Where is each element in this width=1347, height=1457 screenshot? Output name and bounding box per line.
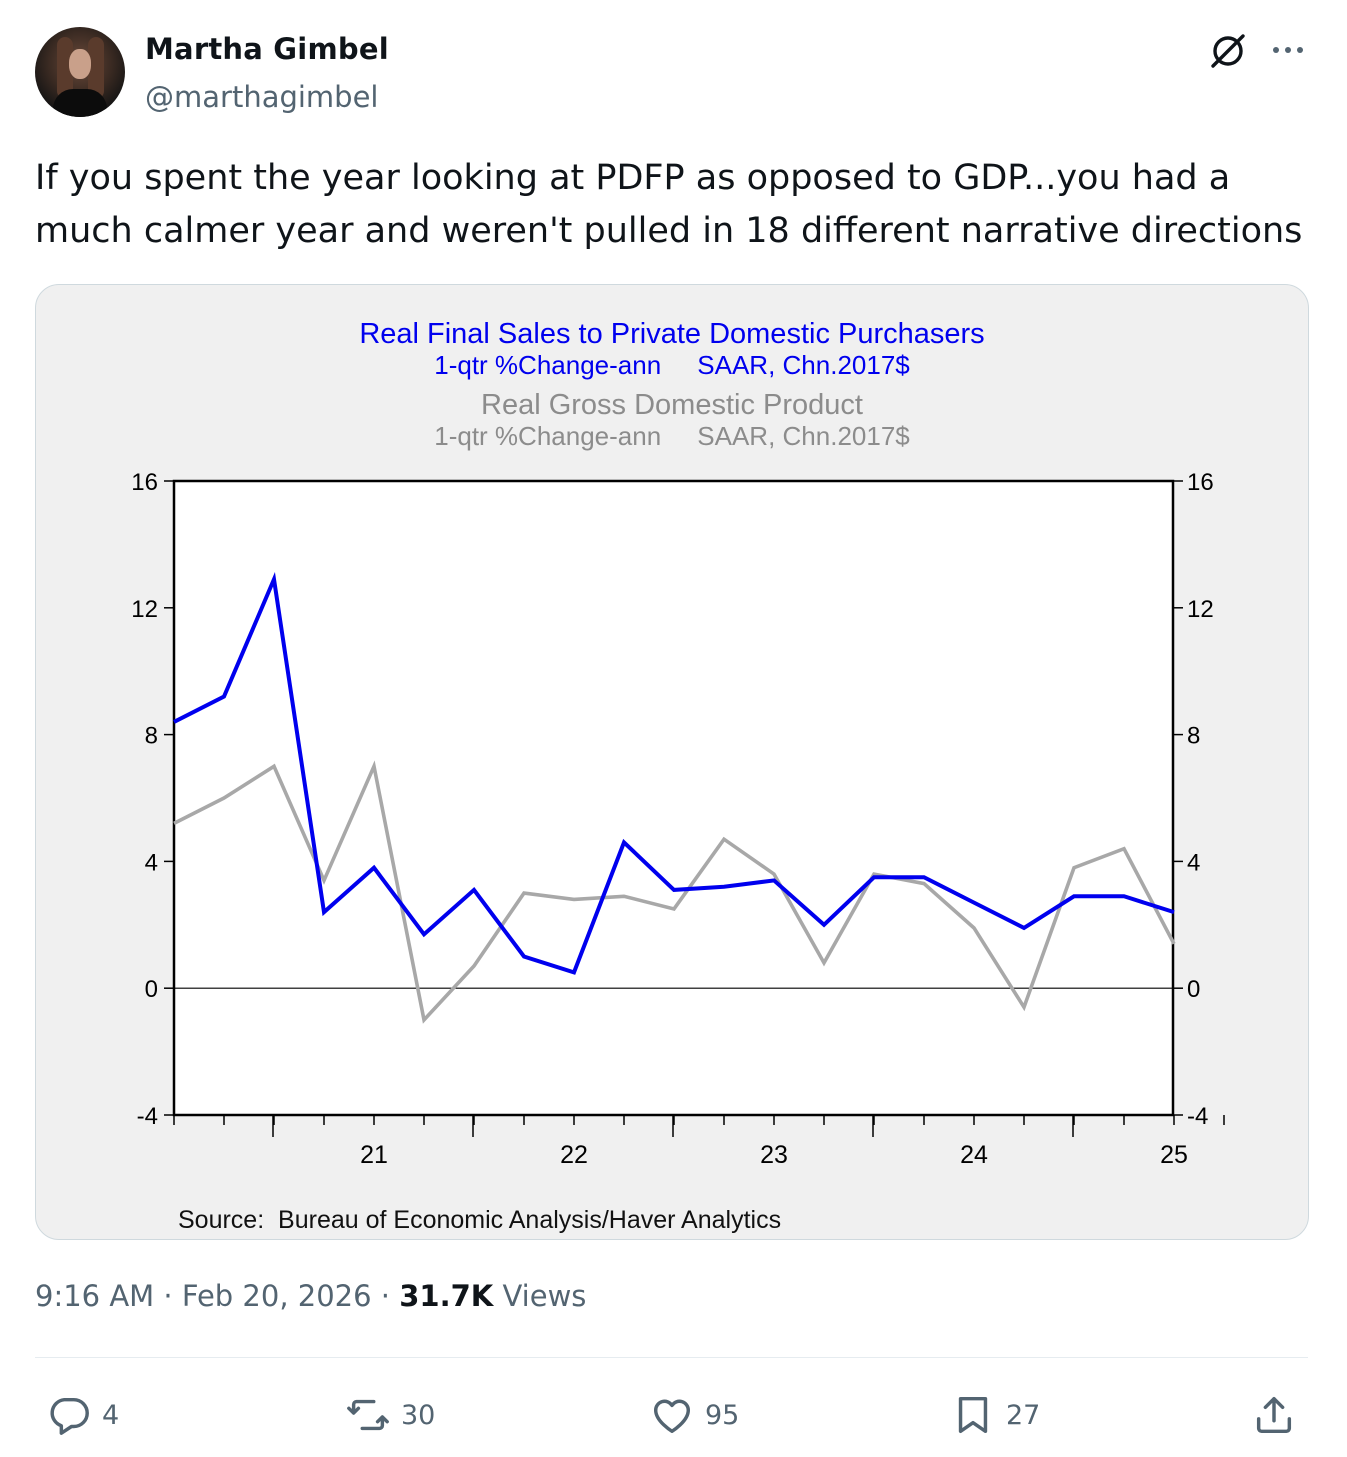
x-tick-label: 25: [1160, 1141, 1188, 1169]
chart-card[interactable]: Real Final Sales to Private Domestic Pur…: [35, 284, 1309, 1240]
tweet-meta: 9:16 AM · Feb 20, 2026 · 31.7K Views: [35, 1279, 587, 1313]
like-count: 95: [705, 1399, 740, 1431]
chart: Real Final Sales to Private Domestic Pur…: [131, 318, 1225, 1234]
like-icon: [653, 1399, 691, 1434]
y-tick-label-right: 0: [1187, 976, 1200, 1003]
series-line-pdfp: [173, 571, 1175, 975]
y-tick-label-right: -4: [1187, 1103, 1208, 1130]
chart-title-2: Real Gross Domestic Product: [481, 389, 863, 421]
reply-icon: [50, 1397, 89, 1435]
x-tick-label: 24: [960, 1141, 988, 1169]
y-tick-label-right: 8: [1187, 723, 1200, 750]
divider: [35, 1357, 1308, 1358]
chart-subtitle-1: 1-qtr %Change-ann SAAR, Chn.2017$: [434, 350, 910, 380]
bookmark-count: 27: [1006, 1399, 1041, 1431]
share-icon: [1256, 1396, 1292, 1434]
series-line-gdp: [173, 760, 1176, 1024]
x-tick-label: 21: [360, 1141, 388, 1169]
y-tick-label-left: 4: [145, 849, 158, 876]
views-label: Views: [493, 1279, 587, 1313]
y-tick-label-left: 16: [131, 469, 158, 496]
bookmark-icon: [958, 1396, 988, 1434]
tweet-date[interactable]: Feb 20, 2026: [181, 1279, 372, 1313]
repost-icon: [347, 1399, 389, 1431]
reply-count: 4: [102, 1399, 120, 1431]
chart-source: Source: Bureau of Economic Analysis/Have…: [178, 1206, 781, 1234]
share-button[interactable]: [1251, 1390, 1297, 1440]
plot-area: [172, 479, 1175, 1117]
y-tick-label-right: 16: [1187, 469, 1214, 496]
y-tick-label-right: 12: [1187, 596, 1214, 623]
chart-title: Real Final Sales to Private Domestic Pur…: [359, 318, 984, 350]
tweet-time[interactable]: 9:16 AM: [35, 1279, 155, 1313]
avatar[interactable]: [35, 27, 125, 117]
y-tick-label-left: 8: [145, 723, 158, 750]
author-name[interactable]: Martha Gimbel: [145, 32, 389, 66]
repost-count: 30: [401, 1399, 436, 1431]
y-tick-label-right: 4: [1187, 849, 1200, 876]
x-tick-label: 23: [760, 1141, 788, 1169]
author-handle[interactable]: @marthagimbel: [145, 80, 379, 114]
y-tick-label-left: -4: [137, 1103, 158, 1130]
grok-icon[interactable]: [1207, 30, 1249, 72]
y-tick-label-left: 0: [145, 976, 158, 1003]
views-count: 31.7K: [399, 1279, 494, 1313]
reply-button[interactable]: 4: [46, 1390, 119, 1440]
like-button[interactable]: 95: [649, 1390, 739, 1440]
tweet-text: If you spent the year looking at PDFP as…: [35, 158, 1303, 251]
bookmark-button[interactable]: 27: [950, 1390, 1040, 1440]
chart-subtitle-2: 1-qtr %Change-ann SAAR, Chn.2017$: [434, 421, 910, 451]
y-tick-label-left: 12: [131, 596, 158, 623]
more-icon[interactable]: [1268, 30, 1308, 70]
x-tick-label: 22: [560, 1141, 588, 1169]
repost-button[interactable]: 30: [345, 1390, 435, 1440]
